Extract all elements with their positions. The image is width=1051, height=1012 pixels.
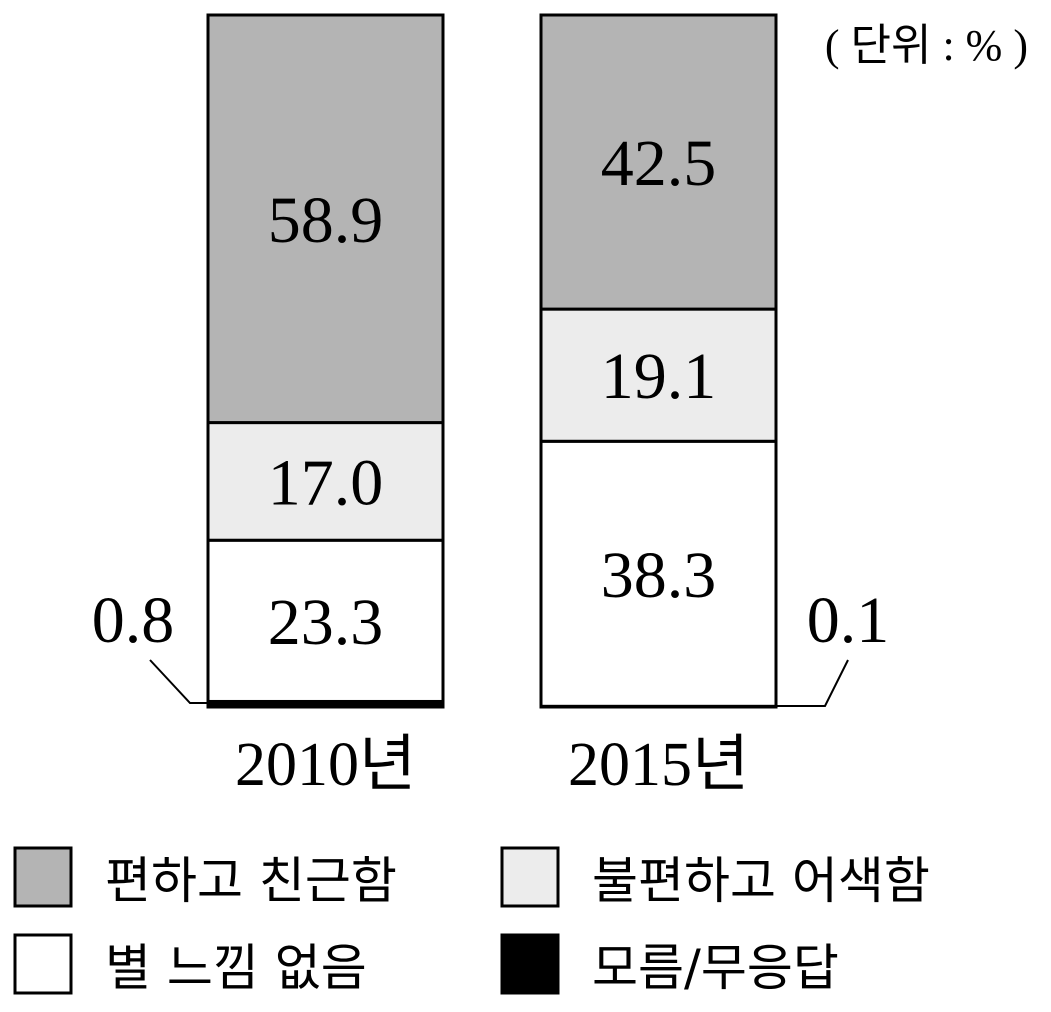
data-label: 58.9 [268, 184, 384, 257]
category-label: 2010년 [235, 731, 416, 799]
bars-group: 0.8 23.3 17.0 58.9 2010년 0.1 38.3 19.1 42.5 2015년 [92, 15, 890, 799]
data-label: 19.1 [601, 340, 717, 413]
legend-label: 별 느낌 없음 [105, 939, 367, 997]
leader-line [150, 660, 208, 703]
data-label: 42.5 [601, 127, 717, 200]
unit-note: ( 단위 : % ) [825, 21, 1028, 70]
legend-swatch [502, 935, 558, 993]
legend-item: 편하고 친근함 [15, 848, 397, 910]
data-label: 38.3 [601, 539, 717, 612]
legend-label: 모름/무응답 [592, 939, 839, 997]
legend-item: 별 느낌 없음 [15, 935, 367, 997]
legend-label: 불편하고 어색함 [592, 852, 930, 910]
data-label: 17.0 [268, 446, 384, 519]
legend-item: 불편하고 어색함 [502, 848, 930, 910]
legend-item: 모름/무응답 [502, 935, 839, 997]
bar-2015년: 0.1 38.3 19.1 42.5 2015년 [541, 15, 889, 799]
bar-2010년: 0.8 23.3 17.0 58.9 2010년 [92, 15, 443, 799]
legend-swatch [15, 935, 71, 993]
leader-line [776, 660, 848, 706]
legend-swatch [15, 848, 71, 906]
legend-swatch [502, 848, 558, 906]
data-label: 0.8 [92, 584, 175, 657]
data-label: 23.3 [268, 586, 384, 659]
legend-label: 편하고 친근함 [105, 852, 397, 910]
data-label: 0.1 [807, 584, 890, 657]
category-label: 2015년 [568, 731, 749, 799]
